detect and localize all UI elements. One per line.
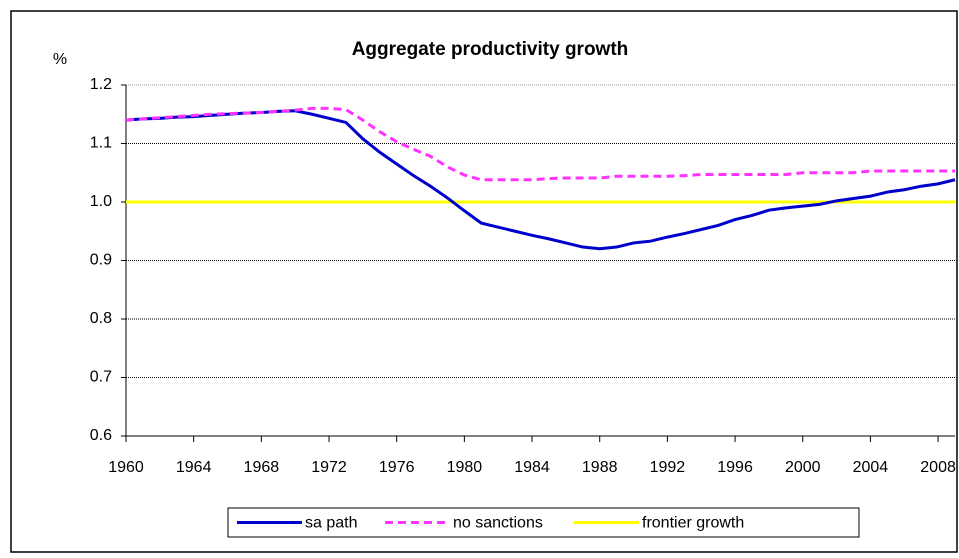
x-tick-label: 1972 xyxy=(311,459,347,476)
y-tick-label: 1.2 xyxy=(90,76,112,93)
y-tick-label: 1.0 xyxy=(90,193,112,210)
y-axis-label: % xyxy=(53,51,67,68)
x-tick-label: 1960 xyxy=(108,459,144,476)
x-tick-label: 1996 xyxy=(717,459,753,476)
x-tick-label: 1968 xyxy=(244,459,280,476)
x-tick-label: 1992 xyxy=(650,459,686,476)
y-tick-label: 0.7 xyxy=(90,369,112,386)
legend-label: frontier growth xyxy=(642,515,744,532)
x-tick-label: 2000 xyxy=(785,459,821,476)
series-line xyxy=(125,106,955,182)
series-line xyxy=(125,109,956,251)
y-tick-label: 0.6 xyxy=(90,427,112,444)
x-tick-label: 2008 xyxy=(920,459,956,476)
chart-border xyxy=(10,10,958,553)
x-tick-label: 1976 xyxy=(379,459,415,476)
legend-label: sa path xyxy=(305,515,357,532)
y-tick-label: 0.9 xyxy=(90,252,112,269)
legend-box xyxy=(227,507,860,538)
x-tick-label: 1988 xyxy=(582,459,618,476)
chart-title: Aggregate productivity growth xyxy=(352,39,629,60)
x-tick-label: 1980 xyxy=(447,459,483,476)
legend-label: no sanctions xyxy=(453,515,543,532)
y-tick-label: 0.8 xyxy=(90,310,112,327)
x-tick-label: 1984 xyxy=(514,459,550,476)
y-tick-label: 1.1 xyxy=(90,135,112,152)
x-tick-label: 1964 xyxy=(176,459,212,476)
x-tick-label: 2004 xyxy=(853,459,889,476)
